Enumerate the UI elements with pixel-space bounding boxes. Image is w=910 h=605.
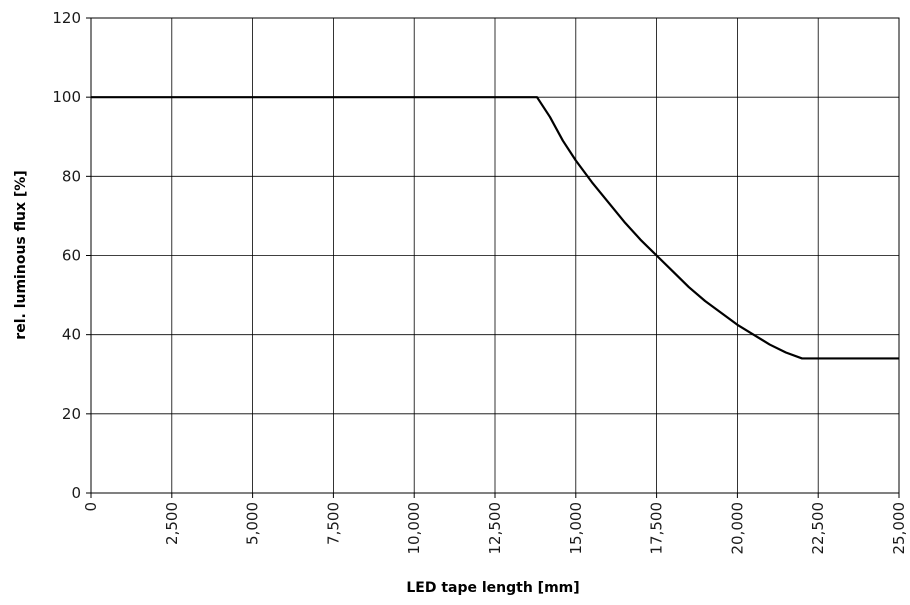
x-tick-label: 22,500 [809, 502, 827, 555]
y-axis-title: rel. luminous flux [%] [13, 170, 29, 339]
x-tick-label: 5,000 [244, 502, 262, 545]
series-layer [91, 96, 899, 360]
x-tick-label: 0 [82, 502, 100, 512]
y-tick-label: 120 [52, 9, 81, 27]
x-tick-label: 20,000 [728, 502, 746, 555]
x-tick-label: 17,500 [648, 502, 666, 555]
y-tick-label: 60 [62, 247, 81, 265]
axes [86, 17, 900, 498]
plot-frame [90, 17, 900, 494]
x-tick-label: 25,000 [890, 502, 908, 555]
y-tick-label: 80 [62, 167, 81, 185]
y-tick-label: 100 [52, 88, 81, 106]
series-line [91, 96, 899, 360]
tick-labels: 0 2,500 5,000 7,500 10,000 12,500 15,000 17,500… [52, 9, 908, 555]
x-tick-label: 12,500 [486, 502, 504, 555]
x-tick-label: 7,500 [324, 502, 342, 545]
y-tick-label: 40 [62, 326, 81, 344]
y-tick-label: 0 [71, 484, 81, 502]
y-tick-label: 20 [62, 405, 81, 423]
grid [90, 17, 900, 494]
x-tick-label: 15,000 [567, 502, 585, 555]
x-axis-title: LED tape length [mm] [406, 580, 579, 596]
x-tick-label: 2,500 [163, 502, 181, 545]
x-tick-label: 10,000 [405, 502, 423, 555]
